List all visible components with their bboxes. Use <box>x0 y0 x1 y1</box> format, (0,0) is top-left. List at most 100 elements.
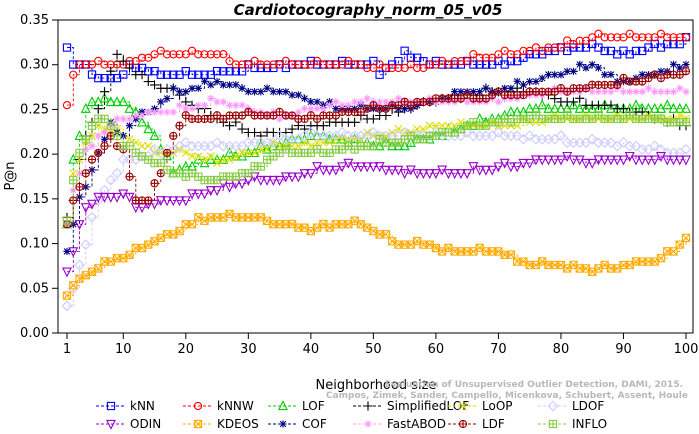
data-point <box>169 108 177 116</box>
data-point <box>181 111 190 120</box>
data-point <box>669 60 678 68</box>
data-point <box>267 137 279 149</box>
x-axis-label: Neighborhood size <box>316 378 437 393</box>
data-point <box>488 90 497 100</box>
data-point <box>449 169 460 180</box>
y-axis: 0.00 0.05 0.10 0.15 0.20 0.25 0.30 0.35 <box>20 13 58 341</box>
data-point <box>549 155 560 166</box>
data-point <box>556 43 566 52</box>
data-point <box>451 87 459 96</box>
data-point <box>501 84 509 92</box>
data-point <box>180 196 191 207</box>
data-point <box>244 169 253 178</box>
data-point <box>149 143 160 155</box>
data-point <box>100 128 109 137</box>
data-point <box>505 106 516 117</box>
data-point <box>600 46 609 56</box>
y-tick-label: 0.35 <box>20 13 49 28</box>
data-point <box>387 140 398 151</box>
data-point <box>625 29 634 38</box>
data-point <box>605 155 616 166</box>
data-point <box>363 94 371 102</box>
data-point <box>606 33 616 42</box>
y-tick-label: 0.30 <box>20 58 49 73</box>
data-point <box>601 71 609 79</box>
legend-swatch-marker <box>193 419 203 429</box>
data-point <box>418 169 429 180</box>
data-point <box>369 141 378 151</box>
data-point <box>287 124 297 134</box>
data-point <box>650 70 659 79</box>
data-point <box>200 155 209 164</box>
data-point <box>356 60 366 69</box>
data-point <box>651 88 659 96</box>
data-point <box>649 102 660 113</box>
legend-item-fastabod: FastABOD <box>353 417 446 431</box>
data-point <box>538 74 546 82</box>
data-point <box>293 172 304 183</box>
data-point <box>124 63 135 73</box>
y-tick-label: 0.20 <box>20 147 49 162</box>
data-point <box>368 114 378 124</box>
data-point <box>431 60 441 69</box>
legend-label: kNNW <box>217 399 254 413</box>
data-point <box>137 69 147 80</box>
data-point <box>336 126 348 138</box>
data-point <box>94 56 103 66</box>
data-point <box>74 220 85 231</box>
data-point <box>238 84 246 92</box>
data-point <box>87 199 98 210</box>
data-point <box>112 192 123 203</box>
data-point <box>237 111 247 120</box>
data-point <box>275 88 284 96</box>
data-point <box>255 175 266 186</box>
data-point <box>238 101 246 109</box>
data-point <box>494 98 503 106</box>
data-point <box>362 162 373 173</box>
data-point <box>207 81 215 89</box>
data-point <box>337 60 347 69</box>
legend-label: FastABOD <box>387 417 446 431</box>
data-point <box>630 155 641 166</box>
data-point <box>350 117 360 127</box>
data-point <box>638 33 647 42</box>
data-point <box>393 140 404 151</box>
data-point <box>476 88 484 96</box>
data-point <box>113 115 121 123</box>
data-point <box>456 94 466 103</box>
data-point <box>94 73 103 83</box>
plot-area <box>57 19 694 334</box>
data-point <box>680 143 692 155</box>
data-point <box>157 108 165 116</box>
data-point <box>494 50 503 59</box>
data-point <box>444 121 453 130</box>
data-point <box>69 175 78 185</box>
data-point <box>537 155 548 166</box>
data-point <box>369 100 378 110</box>
data-point <box>138 111 146 120</box>
data-point <box>488 53 497 62</box>
series-ldf <box>62 67 691 229</box>
data-point <box>550 87 559 96</box>
data-point <box>493 162 504 173</box>
data-point <box>212 186 223 197</box>
x-axis: 1 10 20 30 40 50 60 70 80 90 100 <box>63 333 698 357</box>
data-point <box>681 33 691 42</box>
data-point <box>237 179 248 190</box>
data-point <box>344 101 352 109</box>
data-point <box>662 155 673 166</box>
data-point <box>319 60 328 69</box>
data-point <box>368 162 379 173</box>
data-point <box>580 102 591 113</box>
data-point <box>225 56 234 66</box>
data-point <box>319 105 327 113</box>
data-point <box>655 144 667 155</box>
data-point <box>174 196 185 207</box>
data-point <box>318 165 329 176</box>
data-point <box>594 88 603 96</box>
data-point <box>212 67 222 76</box>
data-point <box>256 60 265 69</box>
legend-item-ldf: LDF <box>448 417 505 431</box>
data-point <box>256 162 265 171</box>
data-point <box>524 158 535 169</box>
